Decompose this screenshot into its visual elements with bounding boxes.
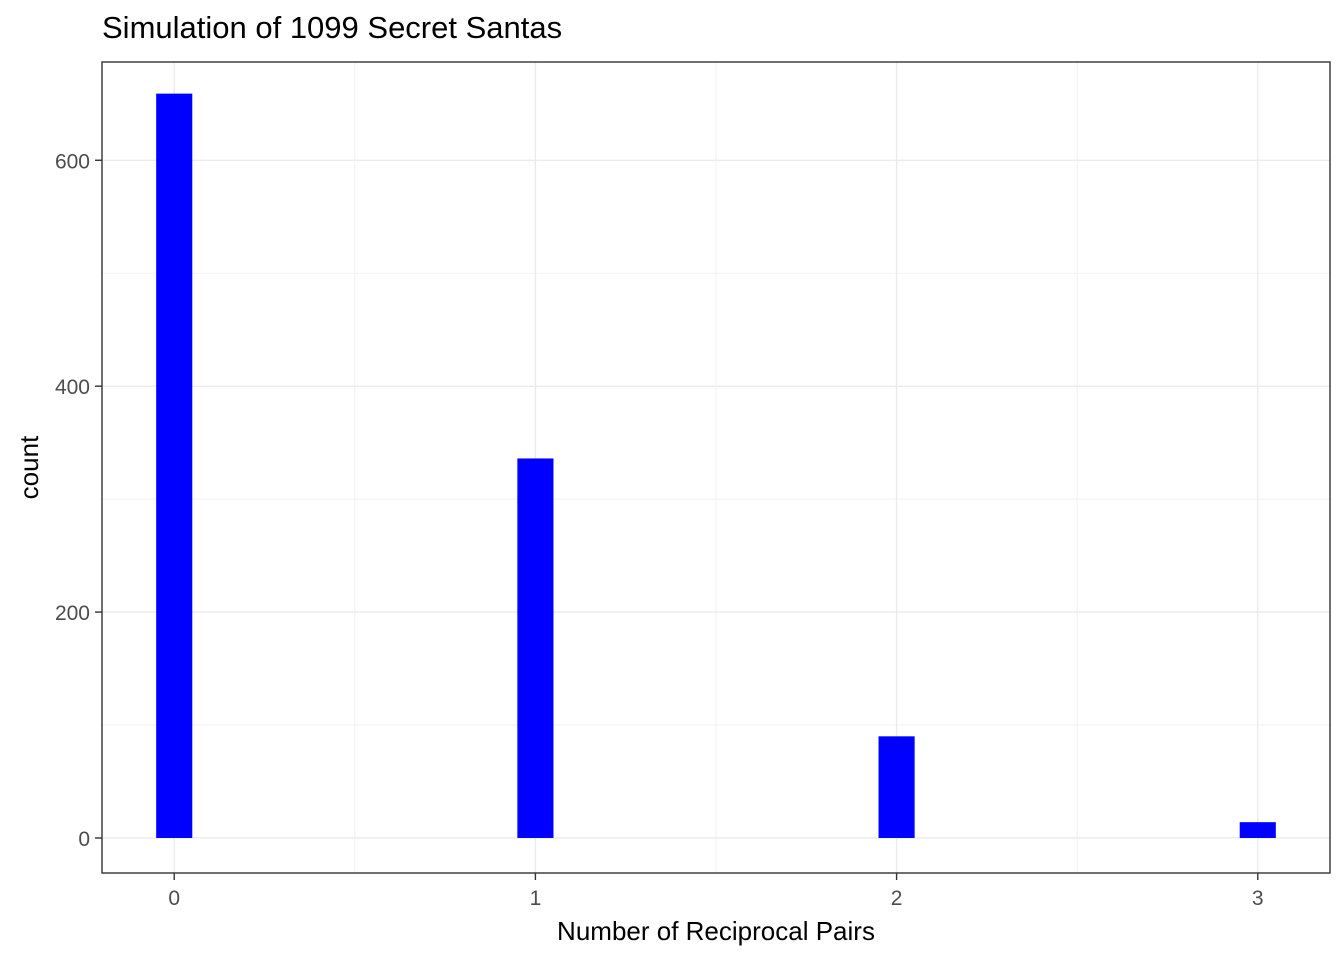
x-tick-label: 3 [1252,887,1264,910]
x-tick-label: 2 [891,887,903,910]
x-tick-label: 0 [168,887,180,910]
x-axis: 0 1 2 3 [168,873,1264,910]
bar-2 [878,736,915,838]
y-tick-label: 600 [55,150,90,173]
y-tick-label: 0 [78,828,90,851]
bars [156,93,1276,838]
y-tick-label: 400 [55,376,90,399]
minor-gridlines [102,62,1330,873]
plot-panel-border [101,61,1331,874]
x-axis-title: Number of Reciprocal Pairs [557,916,875,946]
chart-title: Simulation of 1099 Secret Santas [102,10,563,45]
y-tick-label: 200 [55,602,90,625]
bar-0 [156,93,193,838]
y-axis-title: count [14,435,44,499]
bar-1 [517,458,554,838]
x-tick-label: 1 [530,887,542,910]
bar-3 [1239,822,1276,838]
y-axis: 0 200 400 600 [55,150,102,851]
major-gridlines [102,62,1330,873]
